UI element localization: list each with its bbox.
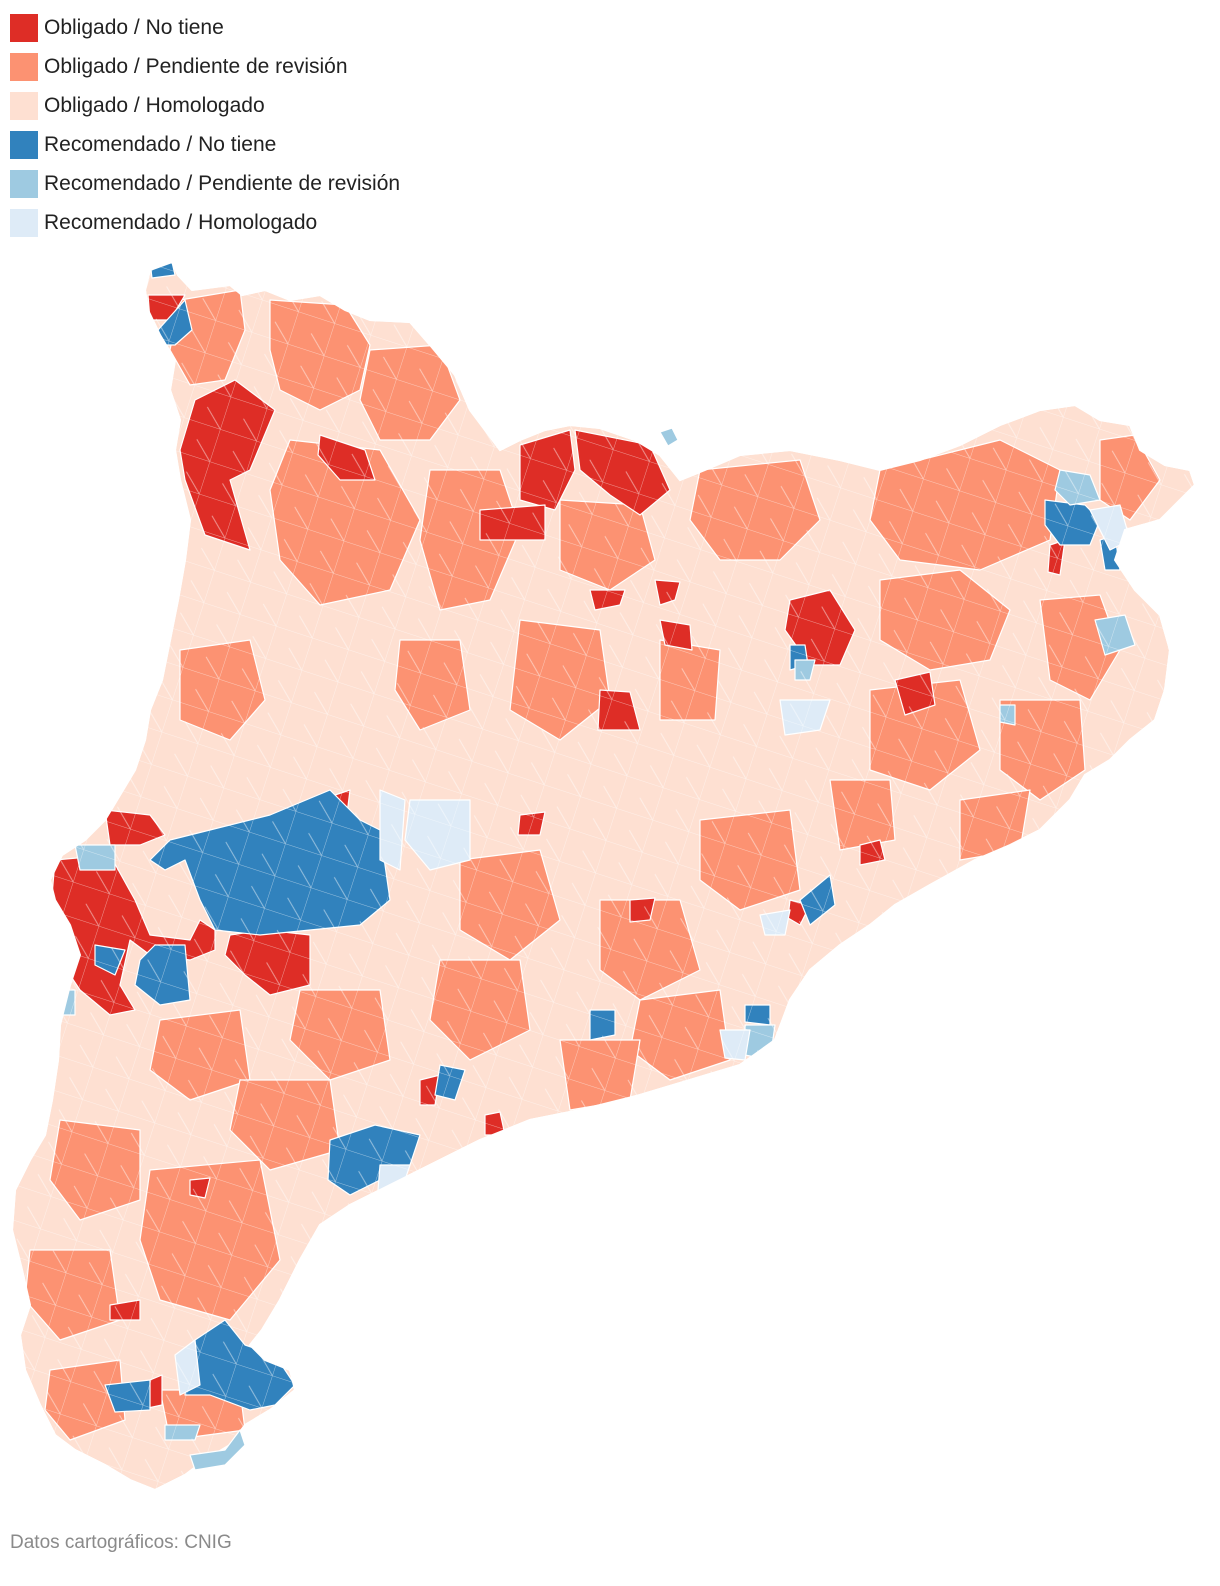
- legend-swatch: [10, 91, 38, 120]
- map-legend: Obligado / No tiene Obligado / Pendiente…: [10, 8, 400, 242]
- legend-label: Obligado / Pendiente de revisión: [44, 54, 348, 78]
- legend-item-recomendado-pendiente: Recomendado / Pendiente de revisión: [10, 164, 400, 203]
- legend-label: Obligado / Homologado: [44, 93, 265, 117]
- legend-swatch: [10, 130, 38, 159]
- legend-swatch: [10, 52, 38, 81]
- legend-label: Recomendado / Homologado: [44, 210, 318, 234]
- legend-item-obligado-homologado: Obligado / Homologado: [10, 86, 400, 125]
- map-source-credit: Datos cartográficos: CNIG: [10, 1532, 232, 1553]
- legend-label: Recomendado / Pendiente de revisión: [44, 171, 401, 195]
- legend-item-recomendado-no-tiene: Recomendado / No tiene: [10, 125, 400, 164]
- delta-island: [189, 1429, 246, 1471]
- legend-swatch: [10, 13, 38, 42]
- legend-label: Recomendado / No tiene: [44, 132, 277, 156]
- legend-item-recomendado-homologado: Recomendado / Homologado: [10, 203, 400, 242]
- legend-label: Obligado / No tiene: [44, 15, 224, 39]
- legend-swatch: [10, 169, 38, 198]
- legend-item-obligado-pendiente: Obligado / Pendiente de revisión: [10, 47, 400, 86]
- islet: [659, 427, 679, 447]
- legend-swatch: [10, 208, 38, 237]
- legend-item-obligado-no-tiene: Obligado / No tiene: [10, 8, 400, 47]
